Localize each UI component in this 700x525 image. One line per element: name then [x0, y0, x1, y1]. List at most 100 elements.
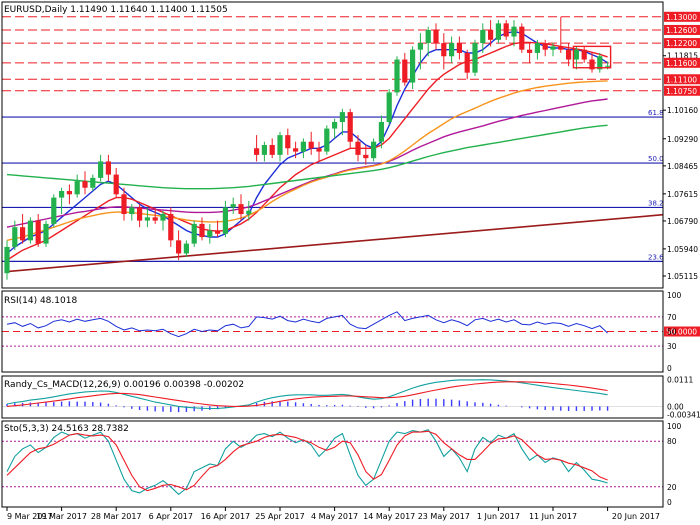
candle-body	[542, 43, 548, 50]
candle-body	[324, 128, 330, 152]
candle-body	[511, 26, 517, 37]
candle-body	[269, 145, 275, 155]
panel-frame	[1, 375, 664, 419]
price-tick-label: 1.09290	[667, 135, 698, 144]
price-tag	[664, 85, 700, 96]
panel-frame	[1, 420, 664, 508]
price-tag	[664, 38, 700, 49]
candle-body	[355, 141, 361, 155]
candle-body	[597, 56, 603, 70]
candle-body	[176, 240, 182, 254]
candle-body	[573, 49, 579, 60]
candle-body	[277, 135, 283, 155]
rsi-tick-label: 30	[667, 342, 677, 351]
candle-body	[183, 243, 189, 254]
price-tick-label: 1.07615	[667, 190, 698, 199]
time-tick-label: 9 Mar 2017	[7, 512, 53, 521]
candle-body	[246, 210, 252, 215]
price-tick-label: 1.10750	[666, 87, 697, 96]
candle-body	[105, 161, 111, 175]
candle-body	[449, 43, 455, 57]
time-tick-label: 6 Apr 2017	[149, 512, 193, 521]
time-tick-label: 16 Apr 2017	[201, 512, 250, 521]
candle-body	[168, 214, 174, 241]
rsi-levels	[2, 316, 663, 347]
panel-frames	[1, 1, 664, 508]
price-panel-title: EURUSD,Daily 1.11490 1.11640 1.11400 1.1…	[4, 5, 228, 15]
candle-body	[4, 246, 10, 274]
rsi-tag-label: 50.0000	[666, 328, 697, 337]
candle-body	[308, 141, 314, 149]
candle-body	[558, 46, 564, 50]
candle-body	[605, 65, 611, 67]
candle-body	[160, 214, 166, 221]
macd-tick-label: 0.00	[667, 402, 684, 411]
price-panel[interactable]: 61.8 50.0 38.2 23.6 1.13000 1.12600 1.12200 1.…	[2, 5, 700, 281]
candle-body	[472, 43, 478, 73]
candle-body	[495, 23, 501, 40]
candle-body	[43, 223, 49, 244]
candle-body	[550, 46, 556, 50]
macd-series-line	[6, 379, 608, 410]
fib-level-label: 38.2	[648, 199, 664, 207]
price-tag	[664, 11, 700, 22]
price-tick-label: 1.13000	[666, 13, 697, 22]
candle-body	[51, 197, 57, 224]
candle-body	[503, 23, 509, 37]
rsi-tick-label: 70	[667, 313, 677, 322]
candle-body	[215, 230, 221, 234]
candle-body	[386, 92, 392, 122]
highlight-box	[572, 45, 612, 69]
candle-body	[417, 43, 423, 50]
candle-body	[35, 220, 41, 244]
candle-body	[152, 217, 158, 221]
candle-body	[410, 49, 416, 83]
panel-frame	[1, 290, 664, 373]
price-tag	[664, 24, 700, 35]
candle-body	[363, 154, 369, 159]
moving-average-line	[6, 98, 608, 228]
candle-body	[456, 43, 462, 53]
candle-body	[230, 204, 236, 208]
candle-body	[144, 217, 150, 221]
price-tick-label: 1.11100	[666, 75, 697, 84]
macd-lines	[6, 379, 608, 410]
time-tick-label: 19 Mar 2017	[36, 512, 87, 521]
rsi-panel-title: RSI(14) 48.1018	[4, 296, 77, 306]
candle-body	[339, 112, 345, 122]
time-tick-label: 1 Jun 2017	[477, 512, 520, 521]
candle-body	[82, 181, 88, 188]
candle-body	[121, 194, 127, 215]
moving-average-line	[6, 41, 608, 261]
rsi-line	[6, 311, 608, 338]
candle-body	[222, 207, 228, 234]
rsi-tick-label: 0	[667, 364, 672, 373]
candle-body	[261, 145, 267, 155]
price-tick-label: 1.06790	[667, 217, 698, 226]
time-tick-label: 23 May 2017	[418, 512, 470, 521]
candle-body	[464, 52, 470, 73]
stochastic-panel[interactable]: 100 80 20 0 Sto(5,3,3) 24.5163 28.7382	[2, 422, 682, 507]
candle-body	[12, 227, 18, 247]
fib-level-label: 50.0	[648, 155, 664, 163]
moving-average-line	[6, 80, 608, 241]
candle-body	[441, 43, 447, 57]
fib-level-label: 61.8	[648, 109, 664, 117]
candle-body	[589, 59, 595, 70]
candle-body	[378, 121, 384, 142]
candle-body	[27, 220, 33, 241]
price-tick-label: 1.05940	[667, 245, 698, 254]
candle-body	[300, 141, 306, 152]
candle-body	[137, 207, 143, 221]
stochastic-axis: 100 80 20 0	[667, 422, 682, 507]
panel-frame	[1, 1, 664, 289]
rsi-tag	[664, 326, 700, 337]
macd-series-line	[6, 381, 608, 407]
macd-panel[interactable]: 0.0111 0.00-0.00341 Randy_Cs_MACD(12,26,9…	[2, 376, 700, 420]
stochastic-panel-title: Sto(5,3,3) 24.5163 28.7382	[4, 424, 129, 434]
trendline	[6, 213, 664, 273]
candle-body	[199, 223, 205, 238]
